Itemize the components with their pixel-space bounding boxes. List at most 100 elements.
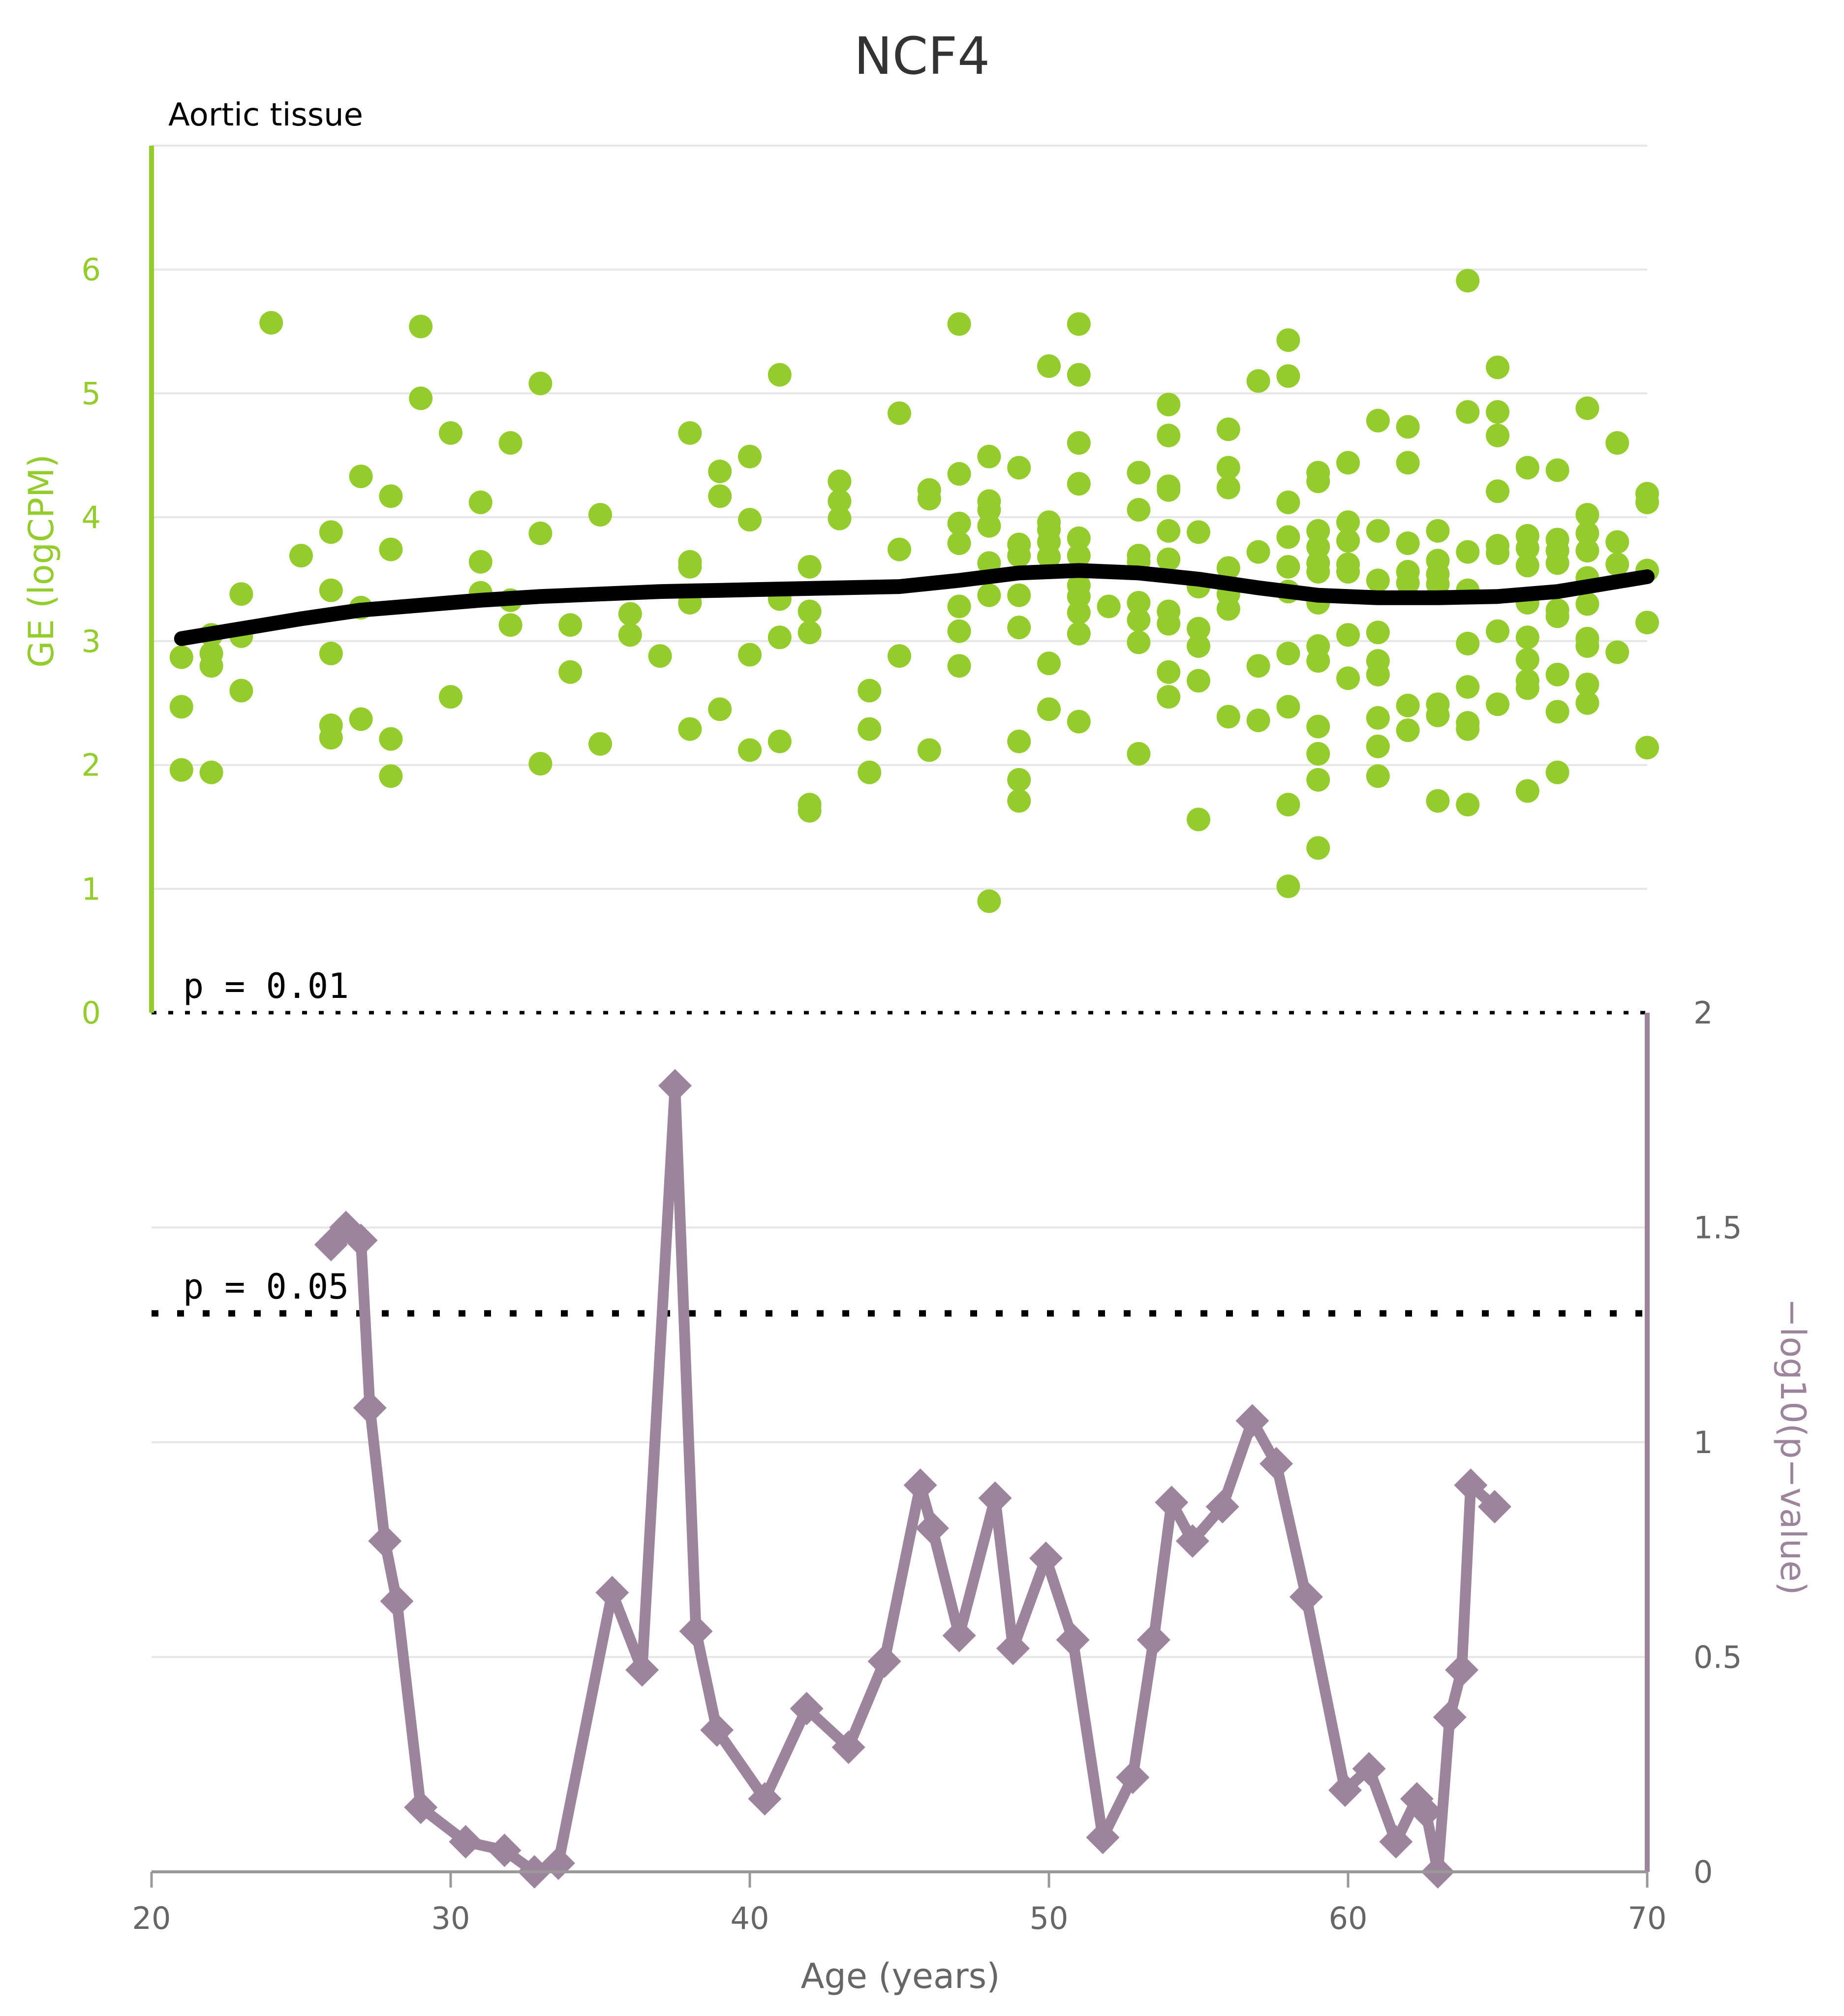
scatter-point (1157, 478, 1181, 502)
scatter-point (828, 489, 852, 513)
scatter-point (1545, 700, 1569, 724)
scatter-point (1515, 536, 1539, 560)
left-y-tick-label: 0 (82, 995, 101, 1031)
scatter-point (498, 431, 522, 455)
pvalue-marker (1445, 1653, 1479, 1687)
scatter-point (1486, 619, 1509, 643)
pvalue-marker (748, 1782, 782, 1816)
scatter-point (1456, 793, 1480, 817)
scatter-point (1157, 660, 1181, 684)
scatter-point (289, 544, 313, 568)
scatter-point (1396, 718, 1420, 743)
scatter-point (1635, 736, 1659, 760)
y-axis-label-left: GE (logCPM) (21, 454, 61, 668)
scatter-point (439, 685, 462, 709)
scatter-point (1067, 710, 1091, 734)
scatter-point (1276, 525, 1300, 549)
scatter-point (1306, 469, 1330, 494)
pvalue-marker (1454, 1468, 1488, 1502)
scatter-point (1067, 472, 1091, 496)
scatter-point (1545, 604, 1569, 628)
scatter-point (409, 314, 433, 339)
scatter-point (858, 760, 882, 784)
scatter-point (1426, 703, 1450, 727)
scatter-point (1276, 642, 1300, 666)
scatter-point (1216, 597, 1240, 621)
left-y-tick-label: 5 (82, 375, 101, 411)
x-tick-label: 60 (1329, 1900, 1368, 1936)
scatter-point (169, 758, 193, 782)
pvalue-marker (679, 1614, 713, 1648)
scatter-point (738, 444, 762, 468)
scatter-point (1396, 451, 1420, 475)
pvalue-marker (1379, 1825, 1413, 1859)
scatter-point (1366, 706, 1390, 730)
pvalue-marker (1205, 1489, 1239, 1523)
scatter-point (738, 738, 762, 762)
pvalue-marker (700, 1713, 734, 1747)
y-axis-label-right: −log10(p−value) (1773, 1298, 1813, 1595)
scatter-point (1067, 431, 1091, 455)
scatter-point (798, 599, 822, 623)
scatter-point (1366, 408, 1390, 433)
scatter-point (1486, 541, 1509, 565)
scatter-point (379, 764, 403, 788)
scatter-point (768, 625, 792, 650)
pvalue-marker (368, 1524, 402, 1558)
scatter-point (588, 732, 612, 756)
scatter-point (1246, 369, 1270, 393)
scatter-point (648, 644, 672, 668)
right-y-tick-label: 0 (1693, 1854, 1713, 1890)
pvalue-marker (595, 1576, 629, 1610)
scatter-point (1306, 649, 1330, 673)
scatter-point (1635, 611, 1659, 635)
scatter-point (1246, 708, 1270, 732)
x-tick-label: 30 (431, 1900, 470, 1936)
scatter-point (1456, 717, 1480, 741)
scatter-point (1426, 572, 1450, 596)
pvalue-marker (1175, 1524, 1209, 1558)
scatter-point (947, 654, 971, 678)
scatter-point (558, 660, 583, 684)
pvalue-marker (353, 1391, 387, 1425)
scatter-point (1575, 503, 1599, 527)
pvalue-marker (625, 1653, 659, 1687)
scatter-point (1605, 552, 1629, 576)
scatter-point (528, 521, 553, 545)
pvalue-marker (903, 1468, 937, 1502)
x-tick-label: 20 (132, 1900, 171, 1936)
pvalue-line (327, 1080, 1499, 1877)
pvalue-marker (996, 1632, 1030, 1666)
scatter-point (1396, 531, 1420, 556)
scatter-point (1067, 621, 1091, 646)
pvalue-marker (1352, 1752, 1386, 1786)
scatter-point (1396, 571, 1420, 595)
scatter-point (1575, 521, 1599, 545)
right-y-tick-label: 2 (1693, 995, 1713, 1031)
top-gridlines (152, 145, 1647, 890)
scatter-point (947, 594, 971, 619)
scatter-point (1336, 559, 1360, 584)
scatter-point (1396, 415, 1420, 439)
scatter-point (1575, 691, 1599, 715)
scatter-point (798, 555, 822, 579)
scatter-point (1515, 648, 1539, 672)
scatter-point (1575, 634, 1599, 658)
pvalue-marker (978, 1481, 1012, 1515)
scatter-point (947, 511, 971, 535)
scatter-point (738, 508, 762, 532)
scatter-point (1486, 692, 1509, 716)
scatter-point (349, 707, 373, 731)
scatter-point (199, 654, 223, 678)
scatter-point (1276, 364, 1300, 388)
scatter-points (169, 269, 1659, 913)
pvalue-marker (1029, 1541, 1063, 1575)
scatter-point (798, 799, 822, 823)
pvalue-marker (790, 1692, 824, 1726)
scatter-point (1306, 836, 1330, 860)
scatter-point (379, 537, 403, 561)
scatter-point (1007, 768, 1031, 792)
scatter-point (977, 583, 1001, 607)
